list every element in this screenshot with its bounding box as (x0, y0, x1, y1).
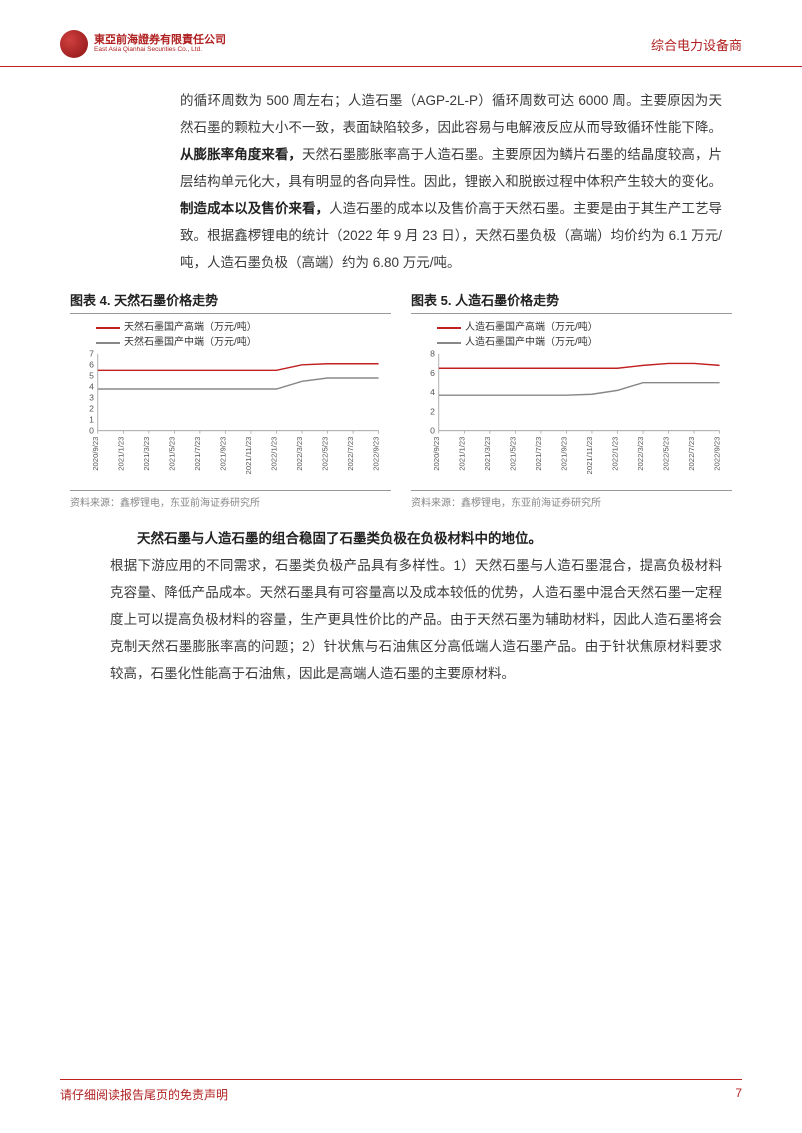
svg-text:2022/7/23: 2022/7/23 (346, 437, 355, 471)
svg-text:6: 6 (89, 360, 94, 370)
svg-text:2022/1/23: 2022/1/23 (610, 437, 619, 471)
logo-icon (60, 30, 88, 58)
svg-text:2022/3/23: 2022/3/23 (636, 437, 645, 471)
svg-text:2022/5/23: 2022/5/23 (662, 437, 671, 471)
svg-text:2022/9/23: 2022/9/23 (713, 437, 722, 471)
chart-5-title: 图表 5. 人造石墨价格走势 (411, 290, 732, 314)
paragraph-2: 天然石墨与人造石墨的组合稳固了石墨类负极在负极材料中的地位。 根据下游应用的不同… (0, 509, 802, 687)
page-number: 7 (735, 1086, 742, 1103)
p2-t1: 根据下游应用的不同需求，石墨类负极产品具有多样性。1）天然石墨与人造石墨混合，提… (110, 558, 722, 681)
svg-text:0: 0 (89, 426, 94, 436)
svg-text:4: 4 (89, 382, 94, 392)
chart-5-legend: 人造石墨国产高端（万元/吨） 人造石墨国产中端（万元/吨） (411, 320, 732, 350)
svg-text:2021/1/23: 2021/1/23 (116, 437, 125, 471)
header-category: 综合电力设备商 (651, 35, 742, 54)
svg-text:2020/9/23: 2020/9/23 (91, 437, 100, 471)
paragraph-1: 的循环周数为 500 周左右；人造石墨（AGP-2L-P）循环周数可达 6000… (0, 67, 802, 276)
chart-4-svg: 01234567 2020/9/23 2021/1/23 2021/3/23 2021/… (70, 350, 391, 475)
chart-4-area: 天然石墨国产高端（万元/吨） 天然石墨国产中端（万元/吨） 01234567 20… (70, 320, 391, 490)
svg-text:2021/3/23: 2021/3/23 (142, 437, 151, 471)
logo-text: 東亞前海證券有限責任公司 East Asia Qianhai Securitie… (94, 34, 226, 53)
chart-5-area: 人造石墨国产高端（万元/吨） 人造石墨国产中端（万元/吨） 0 2 4 6 8 2020/… (411, 320, 732, 490)
svg-text:2022/9/23: 2022/9/23 (372, 437, 381, 471)
svg-text:2021/9/23: 2021/9/23 (559, 437, 568, 471)
svg-text:7: 7 (89, 350, 94, 359)
svg-text:2: 2 (430, 406, 435, 416)
svg-text:2: 2 (89, 404, 94, 414)
footer-disclaimer: 请仔细阅读报告尾页的免责声明 (60, 1086, 228, 1103)
svg-text:3: 3 (89, 393, 94, 403)
svg-text:6: 6 (430, 368, 435, 378)
page-footer: 请仔细阅读报告尾页的免责声明 7 (60, 1079, 742, 1103)
svg-text:0: 0 (430, 426, 435, 436)
svg-text:2022/3/23: 2022/3/23 (295, 437, 304, 471)
chart-4-legend1: 天然石墨国产高端（万元/吨） (124, 320, 257, 335)
legend-swatch-red (96, 327, 120, 329)
chart-4-source: 资料来源：鑫椤锂电，东亚前海证券研究所 (70, 490, 391, 509)
logo-cn: 東亞前海證券有限責任公司 (94, 34, 226, 46)
page-header: 東亞前海證券有限責任公司 East Asia Qianhai Securitie… (0, 0, 802, 67)
logo-block: 東亞前海證券有限責任公司 East Asia Qianhai Securitie… (60, 30, 226, 58)
p1-b2: 制造成本以及售价来看， (180, 201, 329, 216)
svg-text:2021/11/23: 2021/11/23 (585, 437, 594, 475)
svg-text:2021/7/23: 2021/7/23 (534, 437, 543, 471)
legend-swatch-grey (96, 342, 120, 344)
svg-text:2021/5/23: 2021/5/23 (508, 437, 517, 471)
chart-4-title: 图表 4. 天然石墨价格走势 (70, 290, 391, 314)
p2-b1: 天然石墨与人造石墨的组合稳固了石墨类负极在负极材料中的地位。 (137, 531, 542, 546)
svg-text:2021/1/23: 2021/1/23 (457, 437, 466, 471)
svg-text:2021/9/23: 2021/9/23 (218, 437, 227, 471)
legend-swatch-red (437, 327, 461, 329)
chart-5: 图表 5. 人造石墨价格走势 人造石墨国产高端（万元/吨） 人造石墨国产中端（万… (411, 290, 732, 509)
logo-en: East Asia Qianhai Securities Co., Ltd. (94, 46, 226, 53)
svg-text:1: 1 (89, 415, 94, 425)
chart-5-legend2: 人造石墨国产中端（万元/吨） (465, 335, 598, 350)
legend-swatch-grey (437, 342, 461, 344)
svg-text:8: 8 (430, 350, 435, 359)
svg-text:2022/1/23: 2022/1/23 (269, 437, 278, 471)
svg-text:2020/9/23: 2020/9/23 (432, 437, 441, 471)
svg-text:2022/7/23: 2022/7/23 (687, 437, 696, 471)
chart-4-legend: 天然石墨国产高端（万元/吨） 天然石墨国产中端（万元/吨） (70, 320, 391, 350)
svg-text:2021/11/23: 2021/11/23 (244, 437, 253, 475)
chart-4-legend2: 天然石墨国产中端（万元/吨） (124, 335, 257, 350)
charts-row: 图表 4. 天然石墨价格走势 天然石墨国产高端（万元/吨） 天然石墨国产中端（万… (0, 276, 802, 509)
svg-text:5: 5 (89, 371, 94, 381)
p1-b1: 从膨胀率角度来看， (180, 147, 302, 162)
chart-4: 图表 4. 天然石墨价格走势 天然石墨国产高端（万元/吨） 天然石墨国产中端（万… (70, 290, 391, 509)
chart-5-legend1: 人造石墨国产高端（万元/吨） (465, 320, 598, 335)
svg-text:2021/7/23: 2021/7/23 (193, 437, 202, 471)
chart-5-source: 资料来源：鑫椤锂电，东亚前海证券研究所 (411, 490, 732, 509)
svg-text:2021/3/23: 2021/3/23 (483, 437, 492, 471)
p1-t1: 的循环周数为 500 周左右；人造石墨（AGP-2L-P）循环周数可达 6000… (180, 93, 722, 135)
svg-text:2022/5/23: 2022/5/23 (321, 437, 330, 471)
svg-text:4: 4 (430, 387, 435, 397)
svg-text:2021/5/23: 2021/5/23 (167, 437, 176, 471)
chart-5-svg: 0 2 4 6 8 2020/9/23 2021/1/23 2021/3/23 2021/5/2… (411, 350, 732, 475)
